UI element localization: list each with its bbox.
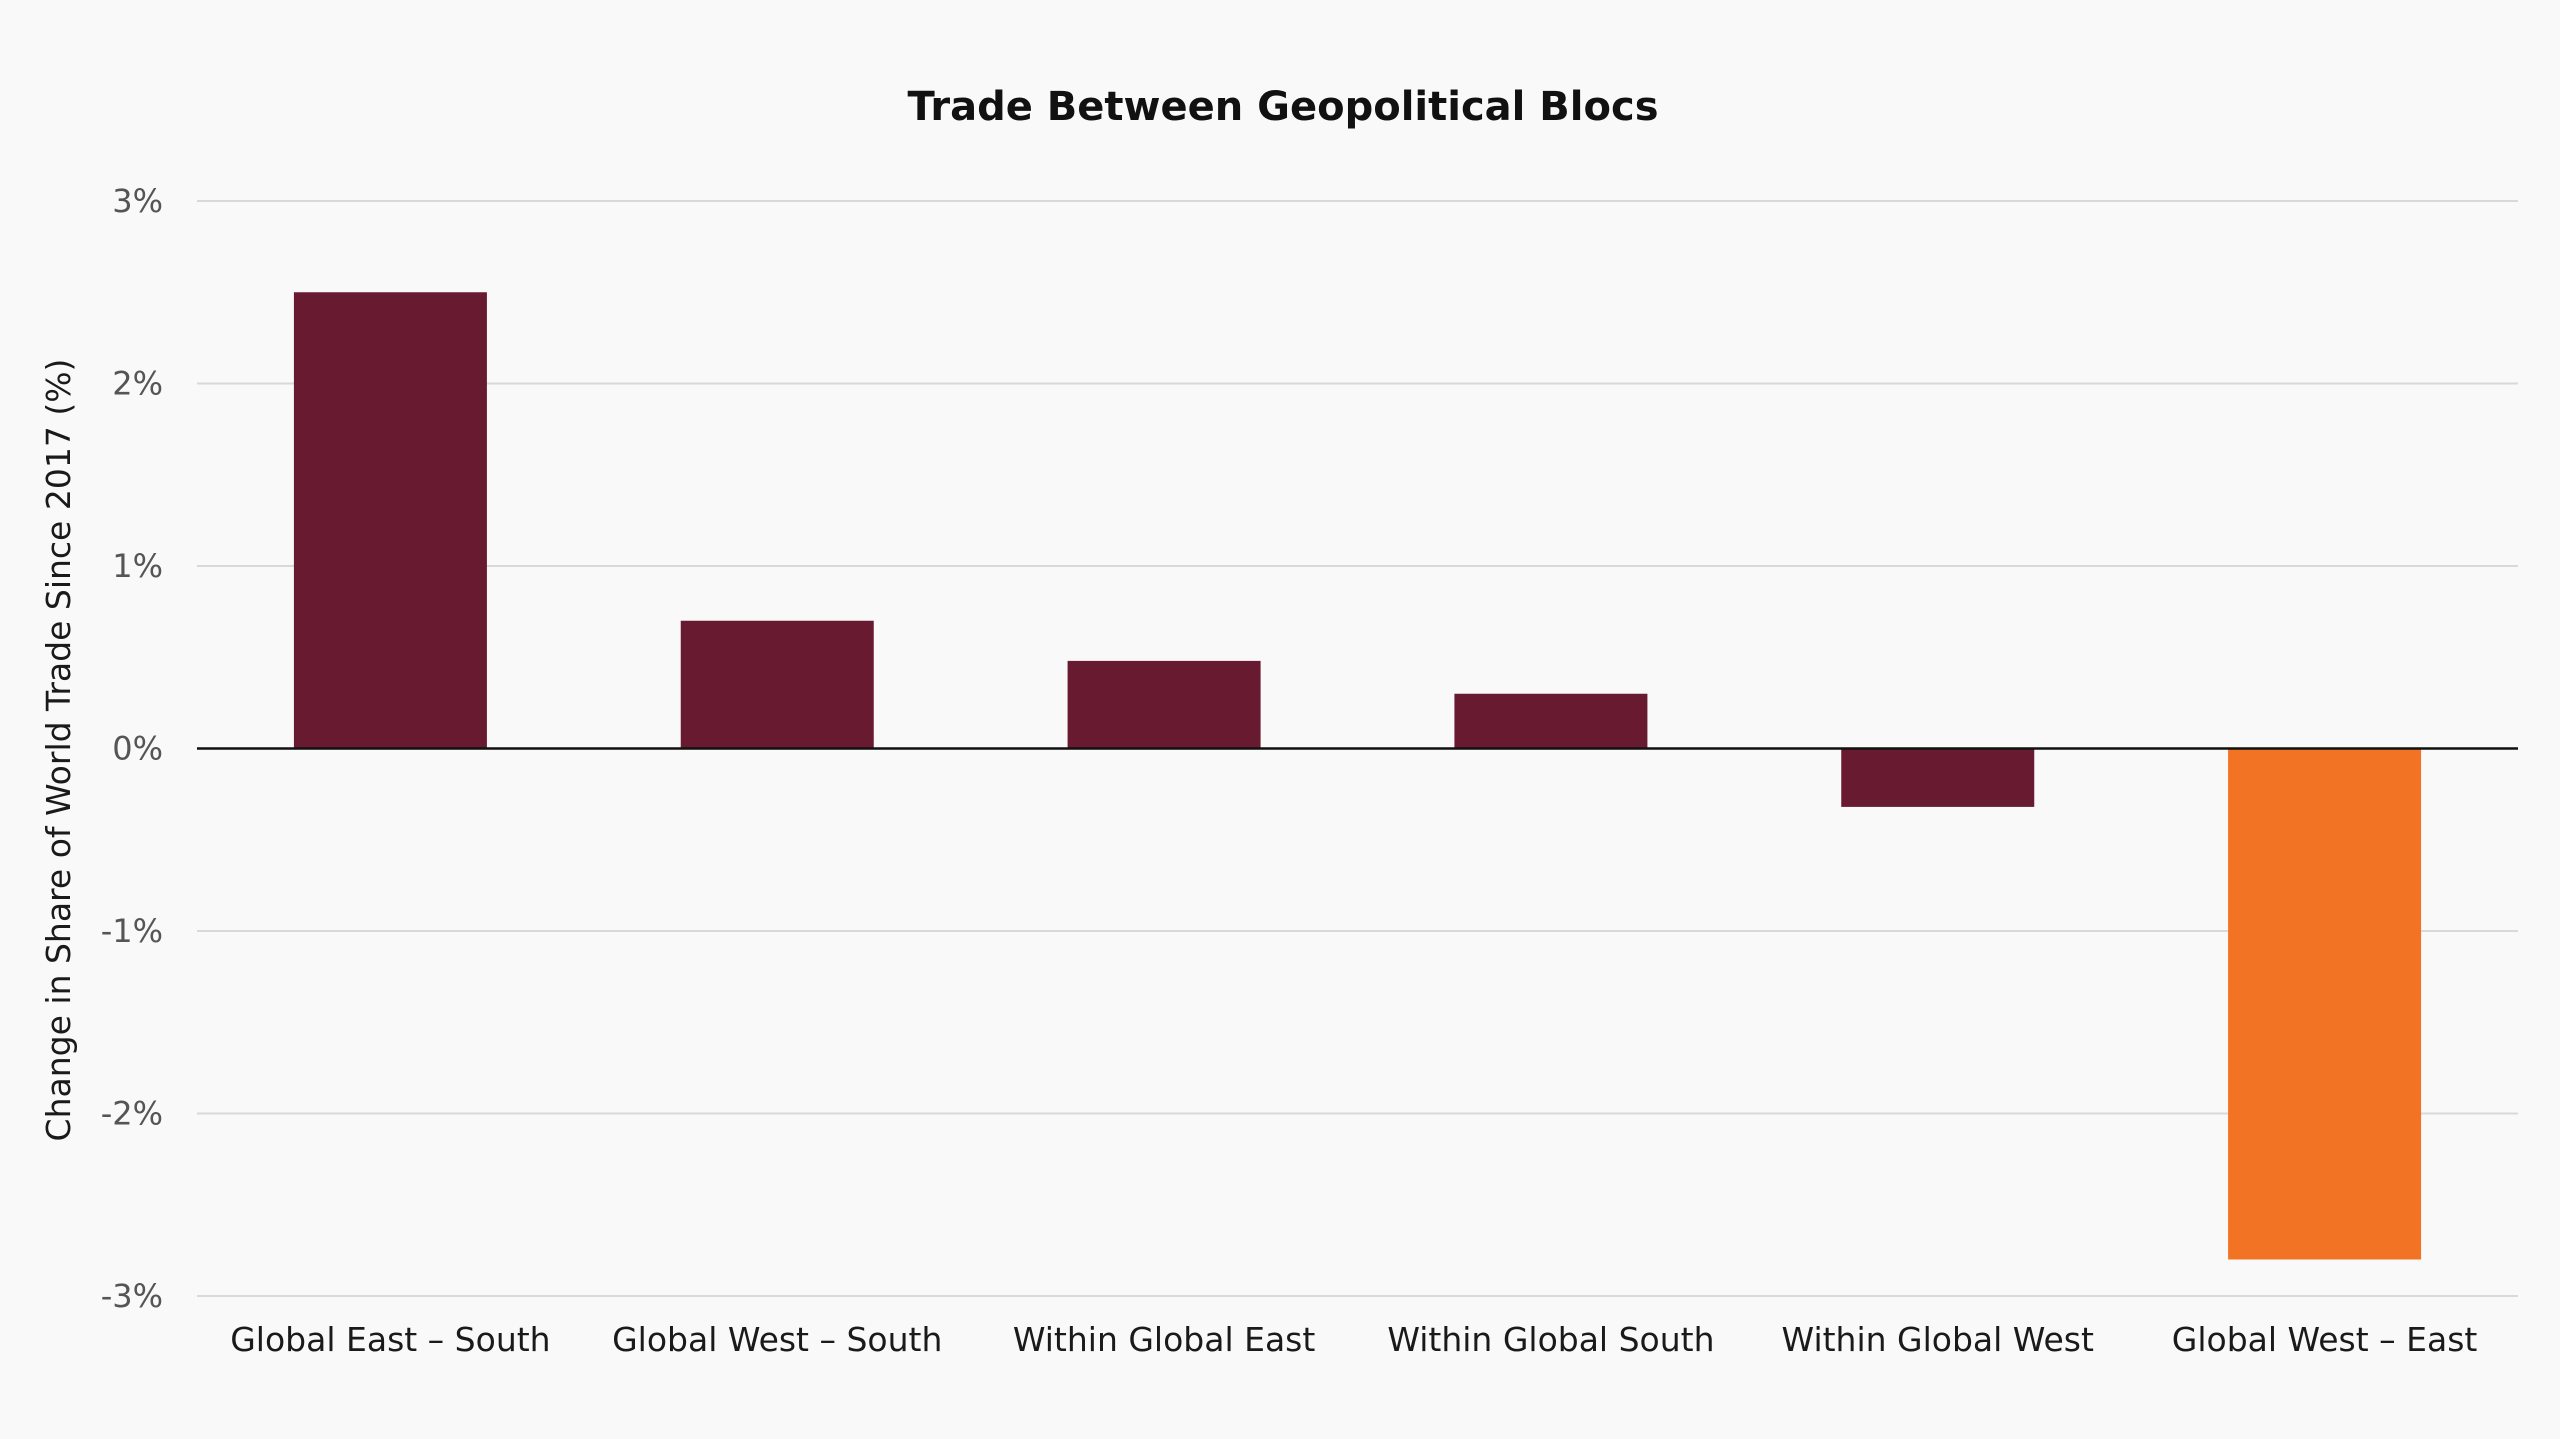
y-tick-label: 3%: [112, 182, 163, 220]
bar: [2228, 748, 2422, 1260]
x-category-label: Global West – South: [612, 1320, 942, 1359]
bar: [293, 292, 487, 749]
bar: [1067, 660, 1261, 749]
y-axis-ticks: 3% 2% 1% 0% -1% -2% -3%: [101, 182, 163, 1315]
gridlines: [197, 200, 2518, 1297]
bar: [680, 620, 874, 749]
x-category-label: Global East – South: [230, 1320, 550, 1359]
y-tick-label: -1%: [101, 912, 163, 950]
y-tick-label: -2%: [101, 1095, 163, 1133]
bar: [1841, 748, 2035, 807]
y-tick-label: 1%: [112, 547, 163, 585]
bars: [293, 292, 2422, 1260]
x-category-label: Within Global West: [1782, 1320, 2094, 1359]
y-tick-label: 2%: [112, 365, 163, 403]
chart-title: Trade Between Geopolitical Blocs: [908, 84, 1659, 130]
x-axis-categories: Global East – South Global West – South Wi…: [230, 1320, 2477, 1359]
y-axis-label: Change in Share of World Trade Since 201…: [39, 359, 78, 1142]
x-category-label: Global West – East: [2172, 1320, 2478, 1359]
bar: [1454, 693, 1648, 749]
y-tick-label: 0%: [112, 730, 163, 768]
y-tick-label: -3%: [101, 1277, 163, 1315]
x-category-label: Within Global South: [1387, 1320, 1714, 1359]
x-category-label: Within Global East: [1013, 1320, 1316, 1359]
